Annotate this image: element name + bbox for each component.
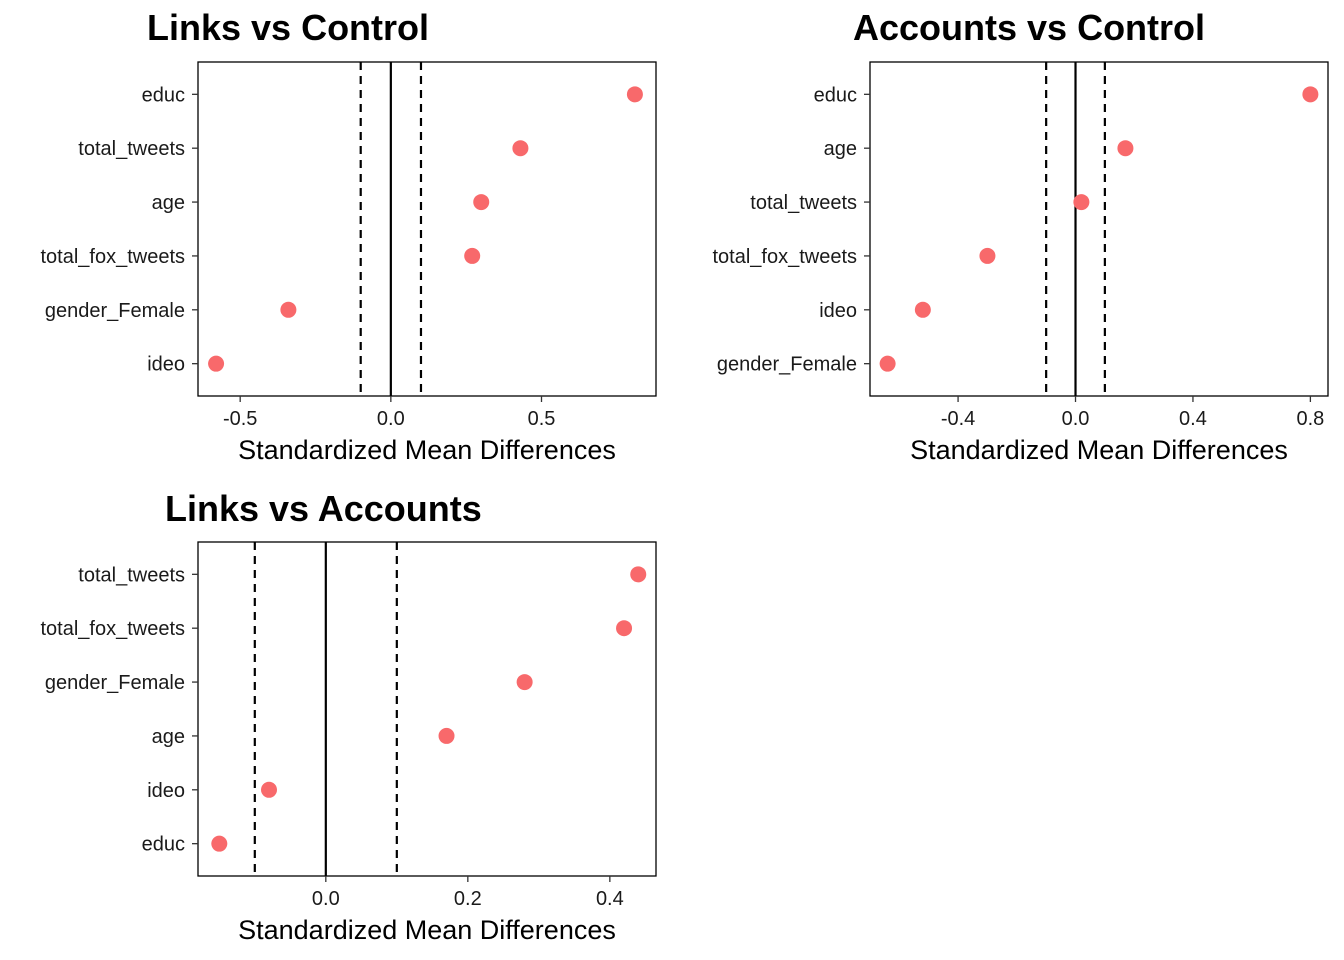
data-point [1117,140,1134,157]
y-tick-label: educ [142,84,185,106]
x-tick-label: -0.4 [941,408,975,430]
data-point [208,355,225,372]
y-tick-label: educ [142,834,185,856]
y-tick-label: age [152,192,185,214]
x-axis-title: Standardized Mean Differences [238,915,616,945]
y-tick-label: total_fox_tweets [40,246,185,268]
data-point [464,247,481,264]
data-point [914,301,931,318]
plot-border [869,61,1329,397]
data-point [1302,86,1319,103]
x-tick-label: -0.5 [223,408,257,430]
y-tick-label: ideo [147,354,185,376]
y-tick-label: total_fox_tweets [40,618,185,640]
x-tick-label: 0.2 [454,888,482,910]
y-tick-label: total_tweets [78,564,185,586]
x-tick-label: 0.0 [312,888,340,910]
y-tick-label: gender_Female [45,672,185,694]
x-axis-title: Standardized Mean Differences [238,435,616,465]
x-tick-label: 0.0 [1062,408,1090,430]
x-tick-label: 0.0 [377,408,405,430]
data-point [626,86,643,103]
chart-title: Links vs Accounts [165,488,482,529]
y-tick-label: ideo [819,300,857,322]
y-tick-label: total_tweets [750,192,857,214]
x-tick-label: 0.5 [528,408,556,430]
data-point [879,355,896,372]
x-axis-title: Standardized Mean Differences [910,435,1288,465]
x-tick-label: 0.8 [1296,408,1324,430]
data-point [512,140,529,157]
y-tick-label: total_fox_tweets [712,246,857,268]
data-point [616,620,633,637]
plot-border [197,541,657,877]
data-point [516,674,533,691]
data-point [211,835,228,852]
data-point [630,566,647,583]
data-point [473,194,490,211]
data-point [261,781,278,798]
y-tick-label: age [152,726,185,748]
x-tick-label: 0.4 [596,888,624,910]
plot-border [197,61,657,397]
data-point [979,247,996,264]
data-point [438,727,455,744]
chart-title: Accounts vs Control [853,7,1205,48]
y-tick-label: age [824,138,857,160]
data-point [1073,194,1090,211]
chart-title: Links vs Control [147,7,429,48]
x-tick-label: 0.4 [1179,408,1207,430]
y-tick-label: educ [814,84,857,106]
chart-panel-3: Links vs Accounts total_tweets total_fox_t… [40,488,657,945]
chart-panel-2: Accounts vs Control educ age total_tweetsto… [712,7,1329,465]
y-tick-label: gender_Female [717,354,857,376]
data-point [280,301,297,318]
y-tick-label: gender_Female [45,300,185,322]
y-tick-label: total_tweets [78,138,185,160]
y-tick-label: ideo [147,780,185,802]
